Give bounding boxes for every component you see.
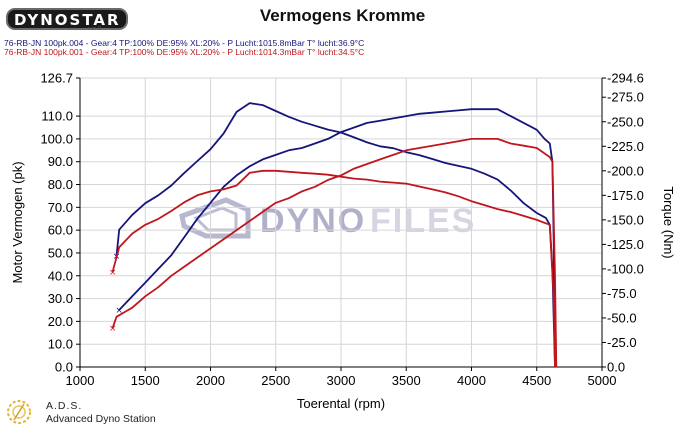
- footer-name: A.D.S.: [46, 400, 83, 412]
- y2-tick-label: -50.0: [607, 310, 637, 325]
- y-tick-label: 20.0: [48, 314, 73, 329]
- ads-logo-icon: [7, 400, 31, 424]
- series-line-4: [111, 169, 556, 368]
- logo-text: DYNOSTAR: [14, 11, 121, 29]
- x-tick-label: 1000: [66, 373, 95, 388]
- watermark-emblem-icon: [179, 197, 251, 239]
- watermark-text-dark: DYNO: [260, 202, 366, 240]
- run-legend-1: 76-RB-JN 100pk.004 - Gear:4 TP:100% DE:9…: [4, 38, 365, 48]
- y2-tick-label: -200.0: [607, 163, 644, 178]
- y-tick-label: 126.7: [40, 71, 73, 86]
- logo-subtext: sao D: [88, 26, 102, 32]
- series-start-marker: ×: [109, 268, 117, 278]
- y-axis-title: Motor Vermogen (pk): [10, 161, 25, 283]
- series-start-marker: ×: [115, 306, 123, 316]
- x-axis-title: Toerental (rpm): [297, 396, 385, 411]
- y-tick-label: 0.0: [55, 360, 73, 375]
- y2-tick-label: -150.0: [607, 212, 644, 227]
- x-tick-label: 3500: [392, 373, 421, 388]
- x-tick-label: 3000: [327, 373, 356, 388]
- y-tick-label: 30.0: [48, 291, 73, 306]
- y2-tick-label: -100.0: [607, 261, 644, 276]
- x-tick-label: 5000: [588, 373, 617, 388]
- series-start-marker: ×: [109, 324, 117, 334]
- y2-tick-label: -294.6: [607, 71, 644, 86]
- watermark-emblem-inner-icon: [193, 206, 238, 232]
- series-line-3: [111, 137, 558, 368]
- y-tick-label: 80.0: [48, 177, 73, 192]
- y2-tick-label: -125.0: [607, 237, 644, 252]
- y2-tick-label: -175.0: [607, 188, 644, 203]
- y-tick-label: 70.0: [48, 200, 73, 215]
- y-tick-label: 60.0: [48, 223, 73, 238]
- y2-tick-label: -225.0: [607, 139, 644, 154]
- y-tick-label: 100.0: [40, 131, 73, 146]
- dynostar-logo: DYNOSTAR: [6, 8, 128, 30]
- y-tick-label: 40.0: [48, 268, 73, 283]
- page-title: Vermogens Kromme: [259, 6, 426, 25]
- x-tick-label: 2000: [196, 373, 225, 388]
- series-line-2: [115, 102, 556, 368]
- y2-tick-label: -250.0: [607, 114, 644, 129]
- x-tick-label: 2500: [261, 373, 290, 388]
- watermark-text-light: FILES: [370, 202, 476, 240]
- y2-tick-label: -25.0: [607, 335, 637, 350]
- x-tick-label: 1500: [131, 373, 160, 388]
- footer-subtitle: Advanced Dyno Station: [46, 413, 156, 425]
- y-tick-label: 50.0: [48, 245, 73, 260]
- series-line-1: [118, 108, 556, 368]
- y-tick-label: 10.0: [48, 337, 73, 352]
- y2-axis-title: Torque (Nm): [661, 186, 676, 258]
- y2-tick-label: -75.0: [607, 286, 637, 301]
- y2-tick-label: -275.0: [607, 90, 644, 105]
- x-tick-label: 4500: [522, 373, 551, 388]
- run-legend-2: 76-RB-JN 100pk.001 - Gear:4 TP:100% DE:9…: [4, 47, 365, 57]
- y-tick-label: 90.0: [48, 154, 73, 169]
- x-tick-label: 4000: [457, 373, 486, 388]
- y-tick-label: 110.0: [41, 109, 73, 124]
- y2-tick-label: 0.0: [607, 360, 625, 375]
